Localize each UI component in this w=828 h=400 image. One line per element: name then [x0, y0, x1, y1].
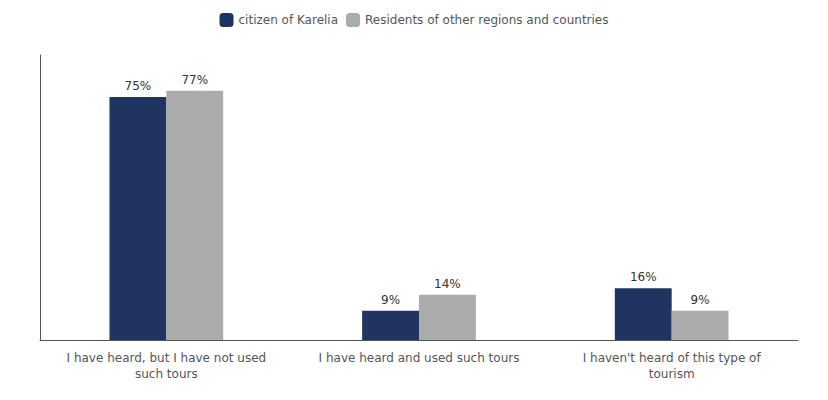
svg-text:16%: 16%	[630, 270, 657, 284]
svg-text:citizen of Karelia: citizen of Karelia	[238, 13, 338, 27]
svg-text:77%: 77%	[181, 73, 208, 87]
svg-text:I haven't heard of this type o: I haven't heard of this type of	[583, 351, 762, 365]
svg-text:Residents of other regions and: Residents of other regions and countries	[365, 13, 608, 27]
svg-text:9%: 9%	[691, 293, 710, 307]
svg-text:tourism: tourism	[649, 367, 695, 381]
svg-text:14%: 14%	[434, 277, 461, 291]
svg-text:such tours: such tours	[135, 367, 198, 381]
svg-text:75%: 75%	[125, 79, 152, 93]
svg-text:I have heard and used such tou: I have heard and used such tours	[319, 351, 520, 365]
svg-text:I have heard, but I have not u: I have heard, but I have not used	[67, 351, 267, 365]
svg-text:9%: 9%	[381, 293, 400, 307]
